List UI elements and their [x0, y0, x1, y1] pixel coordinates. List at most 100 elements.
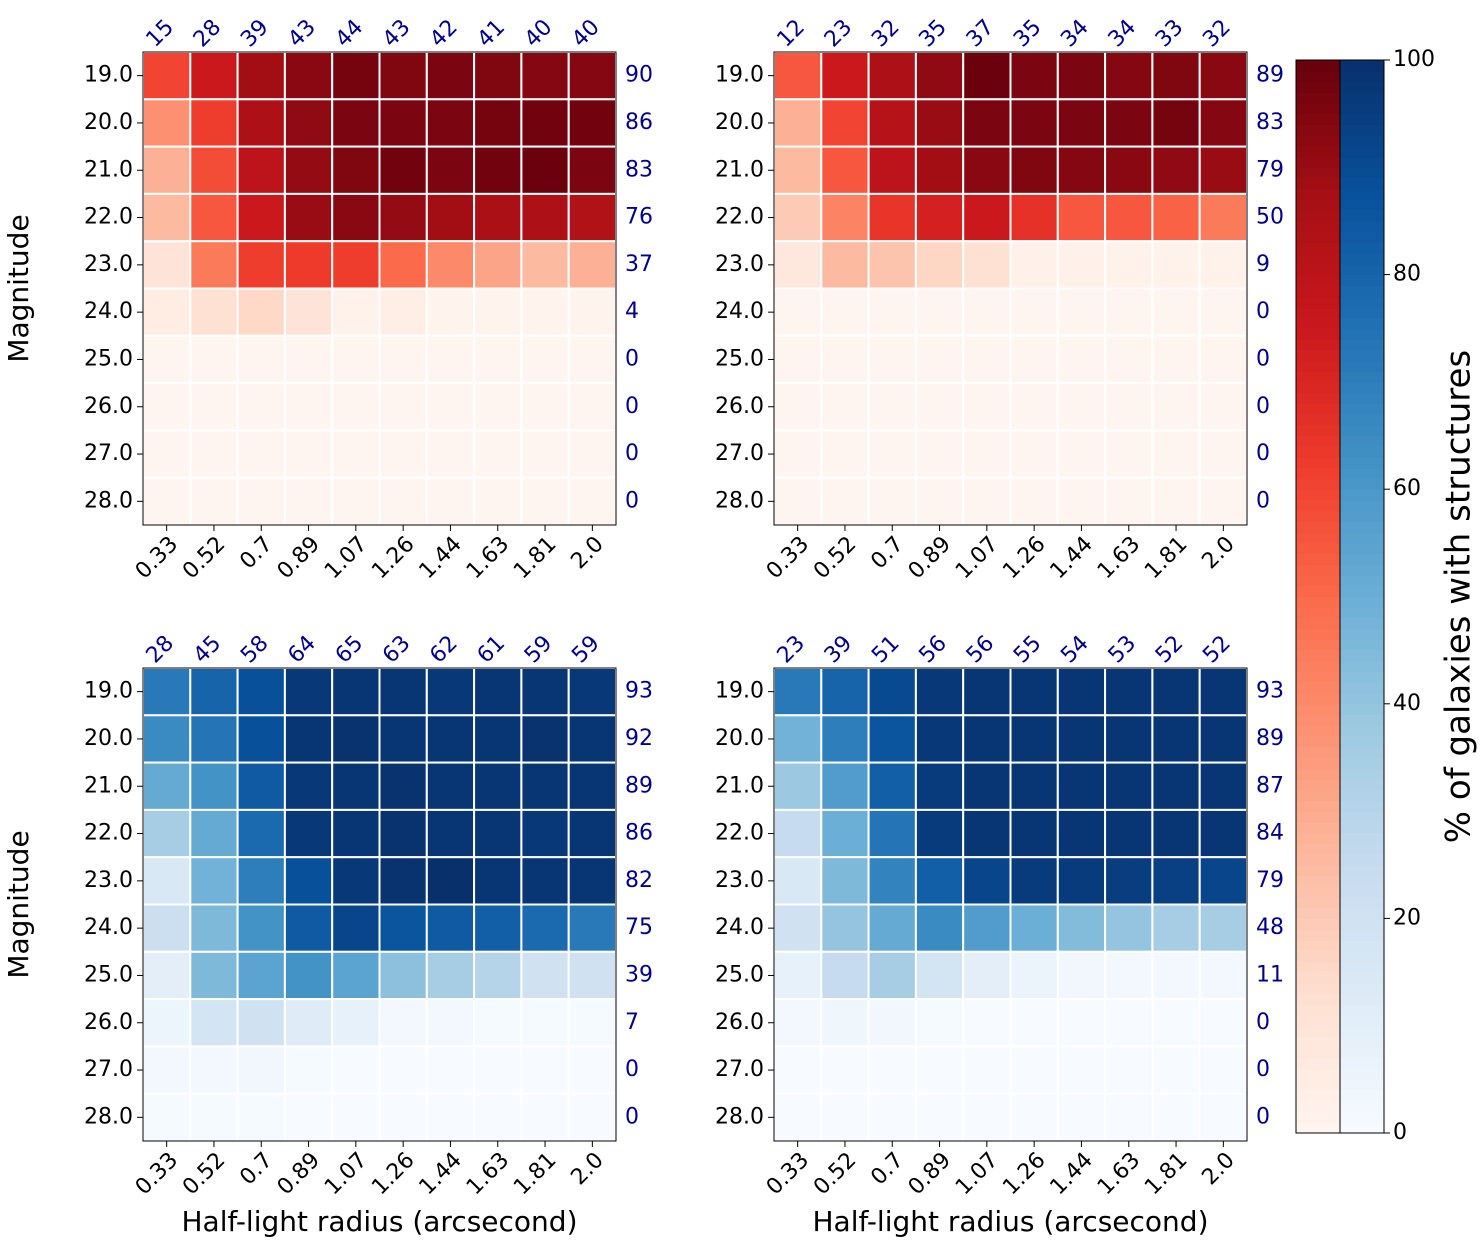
- heat-cell: [189, 761, 239, 811]
- colorbar-step: [1296, 156, 1340, 168]
- col-total: 54: [1056, 631, 1093, 668]
- heat-cell: [189, 51, 239, 101]
- heat-cell: [820, 51, 870, 101]
- heat-cell: [1151, 1092, 1201, 1142]
- colorbar-tick-label: 40: [1393, 691, 1421, 716]
- colorbar-step: [1296, 682, 1340, 694]
- axes-frame: [142, 51, 617, 526]
- row-total: 75: [625, 915, 653, 940]
- heat-cell: [142, 714, 192, 764]
- colorbar-step: [1296, 242, 1340, 254]
- heat-cell: [1009, 998, 1059, 1048]
- y-tick-label: 21.0: [715, 773, 764, 798]
- heat-cell: [378, 1045, 428, 1095]
- heat-cell: [962, 903, 1012, 953]
- heat-cell: [331, 51, 381, 101]
- heat-cell: [378, 476, 428, 527]
- heat-cell: [1056, 998, 1107, 1048]
- row-total: 9: [1256, 252, 1270, 277]
- heat-cell: [1198, 98, 1248, 148]
- colorbar-step: [1340, 757, 1384, 769]
- heat-cell: [473, 856, 523, 906]
- heat-cell: [867, 1045, 917, 1095]
- y-tick-label: 21.0: [84, 157, 133, 182]
- colorbar-step: [1296, 1036, 1340, 1048]
- colorbar-step: [1340, 1057, 1384, 1070]
- heat-cell: [1151, 476, 1201, 527]
- colorbar-step: [1340, 113, 1384, 125]
- heat-cell: [773, 667, 823, 717]
- colorbar-step: [1340, 532, 1384, 544]
- colorbar-step: [1296, 1004, 1340, 1016]
- x-tick-label: 0.89: [904, 1148, 956, 1200]
- heat-cell: [425, 1092, 476, 1142]
- colorbar-step: [1296, 1100, 1340, 1113]
- row-total: 86: [625, 110, 653, 135]
- colorbar-step: [1340, 371, 1384, 383]
- heat-cell: [1198, 714, 1248, 764]
- x-tick-label: 0.52: [178, 532, 230, 584]
- colorbar-step: [1296, 811, 1340, 823]
- x-tick-label: 0.33: [131, 532, 183, 584]
- row-total: 89: [1256, 63, 1284, 88]
- y-tick-label: 20.0: [715, 726, 764, 751]
- colorbar-step: [1296, 650, 1340, 662]
- heat-cell: [1198, 287, 1248, 337]
- row-total: 7: [625, 1010, 639, 1035]
- colorbar-step: [1340, 274, 1384, 286]
- heat-cell: [283, 429, 334, 479]
- heat-cell: [425, 287, 476, 337]
- heat-cell: [1104, 382, 1154, 432]
- colorbar-step: [1296, 714, 1340, 726]
- colorbar-step: [1296, 467, 1340, 480]
- heat-cell: [331, 192, 381, 243]
- heat-cell: [1151, 382, 1201, 432]
- heat-cell: [1009, 856, 1059, 906]
- heat-cell: [331, 714, 381, 764]
- heat-cell: [425, 950, 476, 1001]
- row-total: 83: [625, 157, 653, 182]
- heat-cell: [867, 998, 917, 1048]
- heat-cell: [425, 334, 476, 385]
- colorbar-step: [1296, 703, 1340, 716]
- colorbar-step: [1296, 510, 1340, 522]
- colorbar-step: [1340, 242, 1384, 254]
- col-total: 59: [520, 631, 557, 668]
- heat-cell: [1104, 98, 1154, 148]
- x-tick-label: 1.44: [1046, 532, 1098, 584]
- colorbar-step: [1296, 113, 1340, 125]
- colorbar-step: [1340, 521, 1384, 533]
- y-tick-label: 24.0: [715, 915, 764, 940]
- colorbar-step: [1340, 510, 1384, 522]
- colorbar-step: [1340, 875, 1384, 887]
- heat-cell: [1198, 808, 1248, 859]
- colorbar-step: [1340, 575, 1384, 587]
- x-tick-label: 1.07: [951, 1148, 1003, 1200]
- heat-cell: [378, 761, 428, 811]
- heat-cell: [820, 950, 870, 1001]
- heat-cell: [425, 998, 476, 1048]
- y-tick-label: 19.0: [715, 679, 764, 704]
- heat-cell: [142, 1092, 192, 1142]
- heat-cell: [142, 429, 192, 479]
- y-tick-label: 21.0: [715, 157, 764, 182]
- heat-cell: [1009, 240, 1059, 290]
- axes-frame: [773, 667, 1248, 1142]
- col-total: 42: [425, 15, 462, 52]
- colorbar-step: [1340, 961, 1384, 973]
- heat-cell: [189, 476, 239, 527]
- heat-cell: [189, 382, 239, 432]
- colorbar-step: [1296, 60, 1340, 72]
- col-total: 59: [567, 631, 604, 668]
- heat-cell: [867, 429, 917, 479]
- heat-cell: [331, 382, 381, 432]
- colorbar-step: [1340, 1025, 1384, 1038]
- colorbar-step: [1296, 875, 1340, 887]
- colorbar-step: [1296, 81, 1340, 93]
- colorbar-step: [1340, 596, 1384, 608]
- heat-cell: [914, 998, 965, 1048]
- row-total: 50: [1256, 205, 1284, 230]
- colorbar-step: [1296, 424, 1340, 437]
- heat-cell: [1009, 145, 1059, 195]
